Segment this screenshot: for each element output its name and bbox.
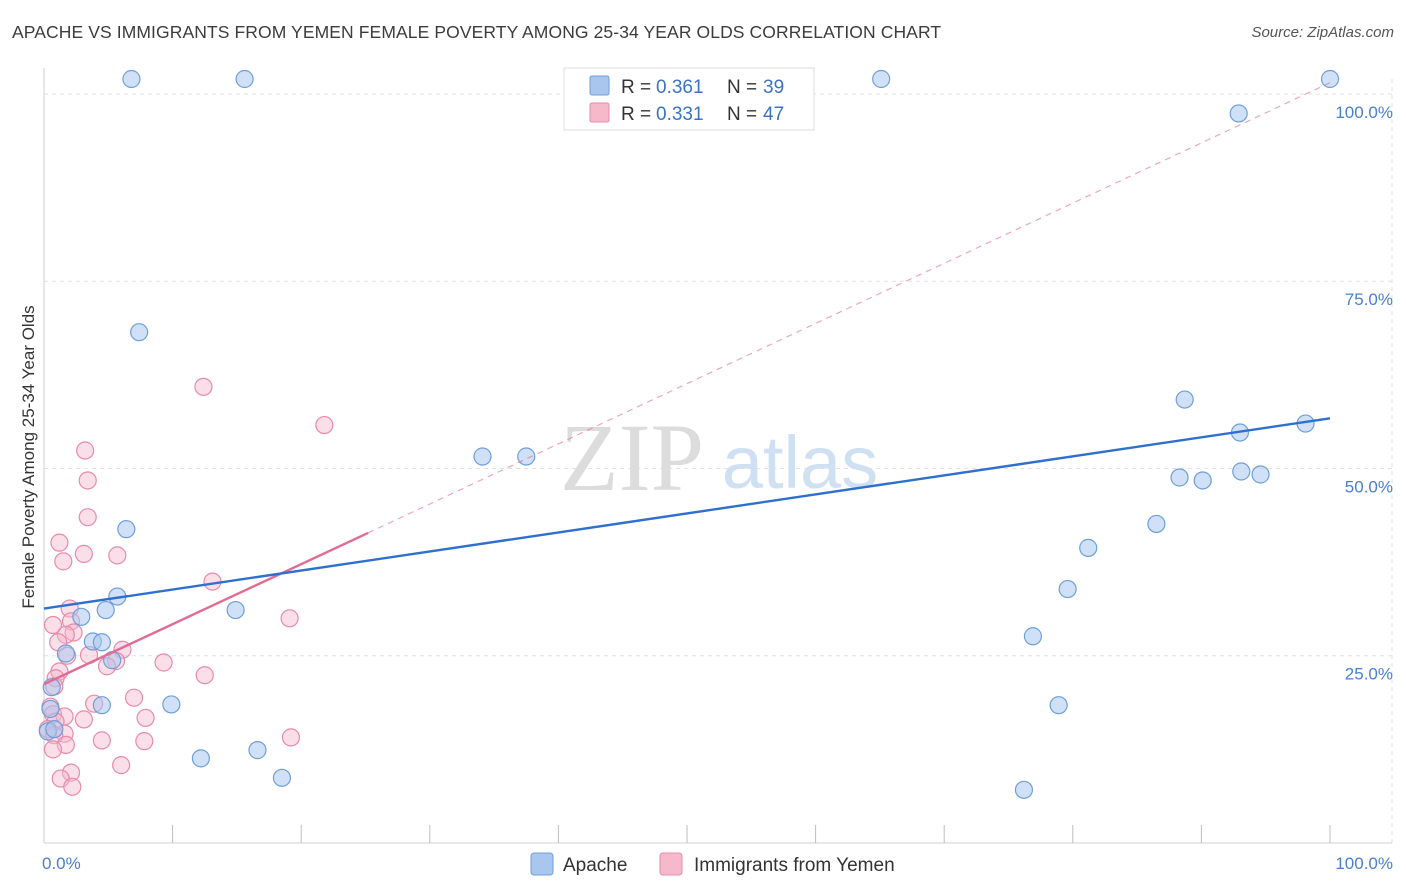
apache-point <box>92 633 111 652</box>
yemen-point <box>108 546 127 565</box>
yemen-point <box>136 708 155 728</box>
y-tick-label: 25.0% <box>1345 665 1393 684</box>
apache-point <box>72 607 91 626</box>
yemen-trend-extension <box>367 82 1331 534</box>
yemen-point <box>61 763 81 782</box>
legend-yemen-n-label: N = <box>727 104 757 125</box>
apache-point <box>122 69 141 89</box>
yemen-point <box>78 508 97 527</box>
legend-yemen-n-value: 47 <box>763 104 784 125</box>
legend-yemen-r-value: 0.331 <box>656 104 704 125</box>
apache-point <box>162 695 181 714</box>
y-tick-label: 75.0% <box>1345 290 1393 309</box>
apache-point <box>473 447 492 466</box>
apache-point <box>1079 538 1098 557</box>
bottom-legend: Apache Immigrants from Yemen <box>530 852 895 876</box>
apache-point <box>226 600 245 620</box>
apache-point <box>1320 69 1340 89</box>
source-credit: Source: ZipAtlas.com <box>1251 24 1394 41</box>
apache-point <box>191 749 210 768</box>
yemen-point <box>54 552 73 571</box>
x-tick-label: 100.0% <box>1335 854 1393 873</box>
yemen-point <box>43 615 63 635</box>
y-tick-label: 50.0% <box>1345 477 1393 496</box>
apache-point <box>248 741 267 760</box>
watermark-atlas: atlas <box>722 421 878 504</box>
apache-point <box>1175 390 1194 409</box>
apache-point <box>1014 780 1034 799</box>
yemen-point <box>50 533 69 552</box>
yemen-point <box>315 415 334 435</box>
watermark-zip: ZIP <box>560 404 704 511</box>
apache-point <box>1193 471 1212 490</box>
legend-apache-r-value: 0.361 <box>656 77 704 98</box>
yemen-point <box>43 740 63 759</box>
yemen-point <box>154 653 173 672</box>
apache-trend-line <box>43 417 1331 610</box>
yemen-point <box>112 756 131 775</box>
yemen-point <box>74 710 93 729</box>
yemen-point <box>194 377 213 396</box>
yemen-point <box>135 732 154 751</box>
axes <box>43 68 1392 844</box>
bottom-legend-swatch-apache <box>530 852 554 876</box>
y-axis-label: Female Poverty Among 25-34 Year Olds <box>19 305 38 608</box>
y-tick-label: 100.0% <box>1335 103 1393 122</box>
apache-point <box>1049 696 1068 715</box>
yemen-point <box>78 471 97 490</box>
apache-point <box>45 720 64 739</box>
apache-point <box>41 699 60 719</box>
legend-swatch-apache <box>589 75 610 96</box>
apache-point <box>130 323 149 342</box>
gridlines <box>44 79 1393 843</box>
yemen-point <box>124 688 144 707</box>
legend-apache-n-label: N = <box>727 77 757 98</box>
yemen-point <box>281 728 301 747</box>
yemen-point <box>92 731 111 750</box>
apache-point <box>1229 104 1248 123</box>
yemen-point <box>56 625 75 644</box>
legend-swatch-yemen <box>589 102 610 123</box>
chart-title: APACHE VS IMMIGRANTS FROM YEMEN FEMALE P… <box>12 22 942 42</box>
trend-lines <box>43 82 1331 686</box>
apache-point <box>272 768 292 787</box>
apache-point <box>56 644 75 663</box>
apache-point <box>1170 468 1189 487</box>
yemen-point <box>63 777 82 796</box>
bottom-legend-apache-label: Apache <box>563 855 627 876</box>
x-tick-label: 0.0% <box>42 854 81 873</box>
apache-point <box>872 69 891 89</box>
x-tick-labels: 0.0% 100.0% <box>42 854 1393 873</box>
apache-point <box>1023 627 1043 646</box>
bottom-legend-swatch-yemen <box>659 852 683 876</box>
apache-point <box>1251 465 1270 484</box>
yemen-point <box>76 441 95 460</box>
yemen-trend-line <box>43 531 369 686</box>
apache-point <box>1058 579 1077 599</box>
apache-point <box>96 600 115 620</box>
legend-apache-n-value: 39 <box>763 77 784 98</box>
yemen-point <box>74 544 93 563</box>
apache-point <box>235 69 254 89</box>
watermark: ZIP atlas <box>560 404 878 511</box>
y-tick-labels: 25.0% 50.0% 75.0% 100.0% <box>1335 103 1393 684</box>
apache-point <box>1232 462 1251 481</box>
apache-point <box>92 696 111 715</box>
apache-point <box>1147 514 1166 534</box>
apache-point <box>117 520 136 539</box>
yemen-point <box>195 666 214 685</box>
legend-yemen-r-label: R = <box>621 104 651 125</box>
legend-box: R = 0.361 N = 39 R = 0.331 N = 47 <box>563 67 815 131</box>
bottom-legend-yemen-label: Immigrants from Yemen <box>694 855 895 876</box>
legend-apache-r-label: R = <box>621 77 651 98</box>
yemen-point <box>280 609 299 628</box>
